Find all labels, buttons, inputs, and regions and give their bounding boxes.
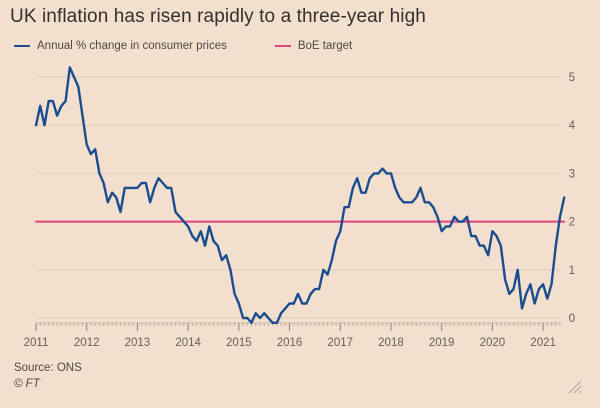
x-tick-label-2013: 2013: [125, 337, 151, 349]
credit-note: © FT: [14, 378, 40, 390]
x-tick-label-2016: 2016: [277, 337, 303, 349]
x-tick-label-2017: 2017: [327, 337, 353, 349]
expand-icon[interactable]: [568, 380, 582, 394]
x-tick-label-2014: 2014: [175, 337, 201, 349]
x-tick-label-2012: 2012: [74, 337, 100, 349]
y-tick-label-2: 2: [569, 217, 575, 229]
chart-legend: Annual % change in consumer prices BoE t…: [14, 40, 352, 52]
source-note: Source: ONS: [14, 362, 82, 374]
legend-swatch-cpi: [14, 45, 30, 47]
series-lines: [34, 66, 566, 324]
x-tick-label-2020: 2020: [480, 337, 506, 349]
x-tick-label-2019: 2019: [429, 337, 455, 349]
y-tick-label-0: 0: [569, 313, 575, 325]
gridlines: [36, 76, 560, 319]
x-axis: 2011 2012 2013 2014 2015 2016 2017 2018 2019 2020…: [24, 322, 561, 349]
y-tick-label-5: 5: [569, 72, 575, 84]
x-tick-label-2021: 2021: [530, 337, 556, 349]
series-line-cpi: [34, 66, 566, 324]
x-tick-label-2011: 2011: [24, 337, 49, 349]
y-tick-label-4: 4: [569, 120, 576, 132]
y-tick-label-3: 3: [569, 168, 575, 180]
x-tick-label-2015: 2015: [226, 337, 252, 349]
x-tick-label-2018: 2018: [378, 337, 404, 349]
legend-swatch-boe-target: [274, 45, 291, 47]
y-axis: 0 1 2 3 4 5: [569, 72, 576, 325]
legend-item-cpi: Annual % change in consumer prices: [14, 40, 227, 52]
legend-label-boe-target: BoE target: [297, 40, 353, 52]
y-tick-label-1: 1: [569, 265, 575, 277]
chart-title: UK inflation has risen rapidly to a thre…: [10, 6, 426, 27]
legend-label-cpi: Annual % change in consumer prices: [37, 40, 227, 52]
legend-item-boe-target: BoE target: [274, 40, 353, 52]
